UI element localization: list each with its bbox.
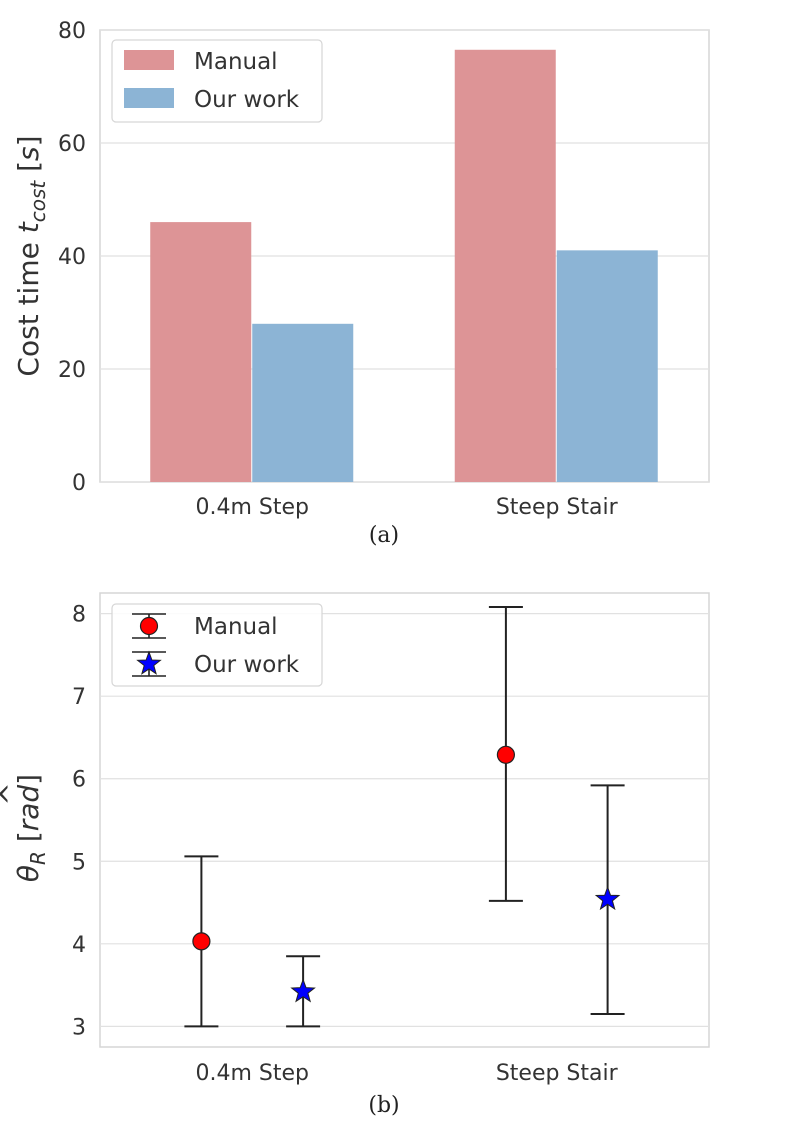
legend-marker xyxy=(136,650,162,675)
x-tick-label: 0.4m Step xyxy=(195,495,309,520)
y-tick-label: 8 xyxy=(72,603,86,628)
y-axis-label-unit: rad xyxy=(12,785,45,832)
marker-our-work xyxy=(290,978,316,1003)
legend-swatch-our-work xyxy=(124,88,174,108)
y-axis-label-sub: cost xyxy=(26,180,50,223)
x-tick-label: Steep Stair xyxy=(496,1061,619,1086)
y-axis-label-var: t xyxy=(12,221,45,233)
y-tick-label: 40 xyxy=(58,245,86,270)
markers xyxy=(192,745,621,1003)
caption-a: (a) xyxy=(369,523,399,548)
y-tick-labels: 0 20 40 60 80 xyxy=(58,19,86,496)
y-axis-label: Cost time tcost [s] xyxy=(12,135,50,376)
legend-label-manual: Manual xyxy=(194,614,278,640)
bar-manual xyxy=(454,49,556,483)
y-tick-label: 6 xyxy=(72,768,86,793)
caption-b: (b) xyxy=(368,1093,399,1118)
y-tick-label: 80 xyxy=(58,19,86,44)
bar-chart-panel: 0 20 40 60 80 0.4m Step Steep Stair Cost time… xyxy=(12,19,710,548)
y-tick-label: 4 xyxy=(72,933,86,958)
legend: Manual Our work xyxy=(111,603,323,687)
marker-manual xyxy=(496,745,515,764)
x-tick-labels: 0.4m Step Steep Stair xyxy=(195,495,618,520)
x-tick-label: 0.4m Step xyxy=(195,1061,309,1086)
y-tick-label: 0 xyxy=(72,471,86,496)
y-axis-label-hat: ^ xyxy=(0,782,27,805)
marker-our-work xyxy=(594,885,621,911)
legend-marker xyxy=(139,616,159,636)
y-tick-labels: 3 4 5 6 7 8 xyxy=(72,603,86,1041)
x-tick-label: Steep Stair xyxy=(496,495,619,520)
legend-swatch-manual xyxy=(124,50,174,70)
errorbar-chart-panel: 3 4 5 6 7 8 0.4m Step Steep Stair θR [rad] ^ M… xyxy=(0,592,710,1118)
legend-entry-our-work xyxy=(132,650,166,677)
legend-label-our-work: Our work xyxy=(194,652,300,678)
y-axis-label: θR [rad] xyxy=(12,774,50,882)
legend: Manual Our work xyxy=(111,39,323,123)
y-axis-label-unit: s xyxy=(12,146,45,161)
bar-our-work xyxy=(252,323,354,482)
legend-label-manual: Manual xyxy=(194,49,278,75)
legend-frame xyxy=(111,603,323,687)
y-tick-label: 60 xyxy=(58,132,86,157)
bar-manual xyxy=(150,222,252,482)
y-axis-label-main: Cost time xyxy=(12,233,45,376)
marker-manual xyxy=(192,932,211,951)
x-tick-labels: 0.4m Step Steep Stair xyxy=(195,1061,618,1086)
bar-our-work xyxy=(556,250,658,482)
y-tick-label: 20 xyxy=(58,358,86,383)
y-tick-label: 5 xyxy=(72,850,86,875)
legend-entry-manual xyxy=(132,613,166,639)
y-tick-label: 3 xyxy=(72,1015,86,1040)
legend-label-our-work: Our work xyxy=(194,87,300,113)
y-tick-label: 7 xyxy=(72,685,86,710)
y-axis-label-sub: R xyxy=(26,851,50,865)
bars xyxy=(150,49,658,483)
y-axis-label-var: θ xyxy=(12,865,45,882)
